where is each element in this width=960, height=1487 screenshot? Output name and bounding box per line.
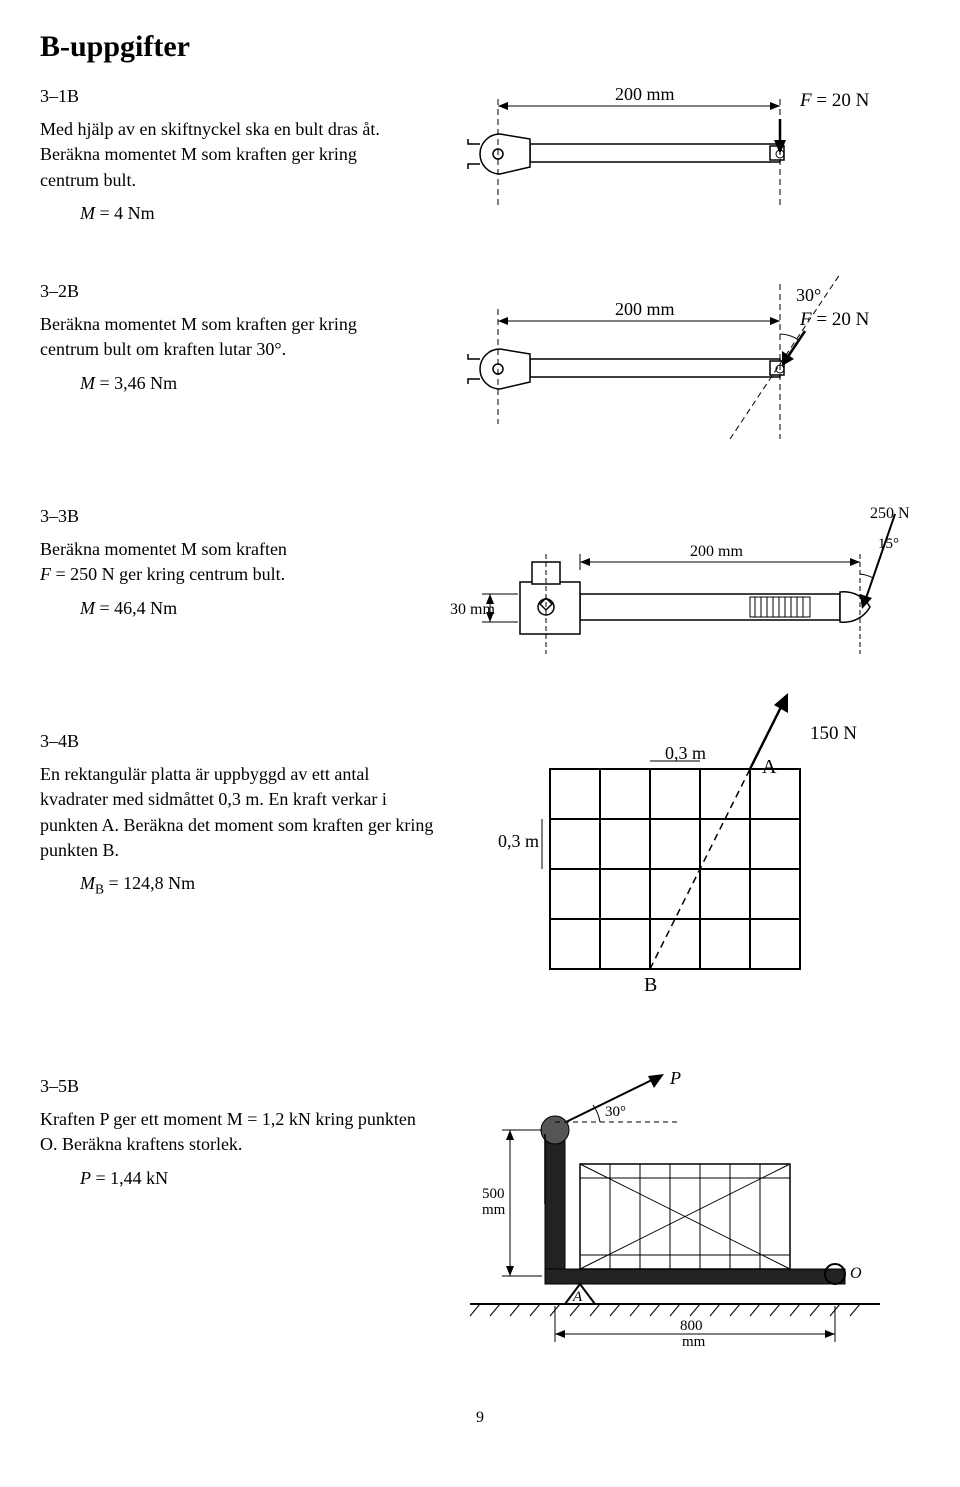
figure-3-4b: A B 0,3 m 0,3 m 150 N [470, 729, 920, 1024]
problem-3-1b: 3–1B Med hjälp av en skiftnyckel ska en … [40, 84, 920, 229]
figure-3-2b: 200 mm 30° F = 20 N [450, 279, 920, 454]
problem-3-3b: 3–3B Beräkna momentet M som kraften F = … [40, 504, 920, 679]
point-o: O [850, 1265, 862, 1282]
dim-v: 30 mm [450, 601, 495, 618]
dim-h: 500 [482, 1186, 505, 1202]
figure-3-1b: 200 mm F = 20 N [450, 84, 920, 229]
problem-answer: P = 1,44 kN [40, 1166, 420, 1191]
force-label: 250 N [870, 505, 910, 522]
problem-3-5b: 3–5B Kraften P ger ett moment M = 1,2 kN… [40, 1074, 920, 1359]
force-p: P [669, 1068, 681, 1088]
figure-3-3b: 200 mm 30 mm 250 N 15° [450, 504, 930, 679]
problem-answer: M = 4 Nm [40, 201, 420, 226]
problem-body: En rektangulär platta är uppbyggd av ett… [40, 762, 440, 863]
page-number: 9 [40, 1409, 920, 1427]
point-a: A [762, 756, 777, 778]
force-label: 150 N [810, 723, 857, 744]
problem-3-2b: 3–2B Beräkna momentet M som kraften ger … [40, 279, 920, 454]
dim-top: 0,3 m [665, 743, 706, 763]
problem-body: Beräkna momentet M som kraften ger kring… [40, 312, 420, 362]
problem-number: 3–5B [40, 1074, 420, 1099]
problem-body: Med hjälp av en skiftnyckel ska en bult … [40, 117, 420, 193]
problem-answer: M = 3,46 Nm [40, 371, 420, 396]
problem-answer: M = 46,4 Nm [40, 596, 420, 621]
problem-number: 3–3B [40, 504, 420, 529]
angle-label: 15° [878, 536, 899, 552]
problem-answer: MB = 124,8 Nm [40, 871, 440, 899]
problem-number: 3–4B [40, 729, 440, 754]
dim-label: 200 mm [615, 299, 675, 319]
problem-body-2: F = 250 N ger kring centrum bult. [40, 562, 420, 587]
dim-side: 0,3 m [498, 831, 539, 851]
force-label: F = 20 N [799, 90, 870, 111]
support-a: A [572, 1289, 583, 1305]
figure-3-5b: A O 30° P [450, 1074, 920, 1359]
angle-label: 30° [605, 1104, 626, 1120]
problem-3-4b: 3–4B En rektangulär platta är uppbyggd a… [40, 729, 920, 1024]
dim-h: 200 mm [690, 543, 743, 560]
force-label: F = 20 N [799, 309, 870, 330]
angle-label: 30° [796, 285, 821, 305]
dim-w: 800 [680, 1318, 703, 1334]
page-title: B-uppgifter [40, 30, 920, 64]
problem-body-1: Beräkna momentet M som kraften [40, 537, 420, 562]
point-b: B [644, 974, 657, 996]
dim-w-unit: mm [682, 1334, 706, 1350]
dim-label: 200 mm [615, 84, 675, 104]
problem-number: 3–2B [40, 279, 420, 304]
dim-h-unit: mm [482, 1202, 506, 1218]
problem-number: 3–1B [40, 84, 420, 109]
problem-body: Kraften P ger ett moment M = 1,2 kN krin… [40, 1107, 420, 1157]
